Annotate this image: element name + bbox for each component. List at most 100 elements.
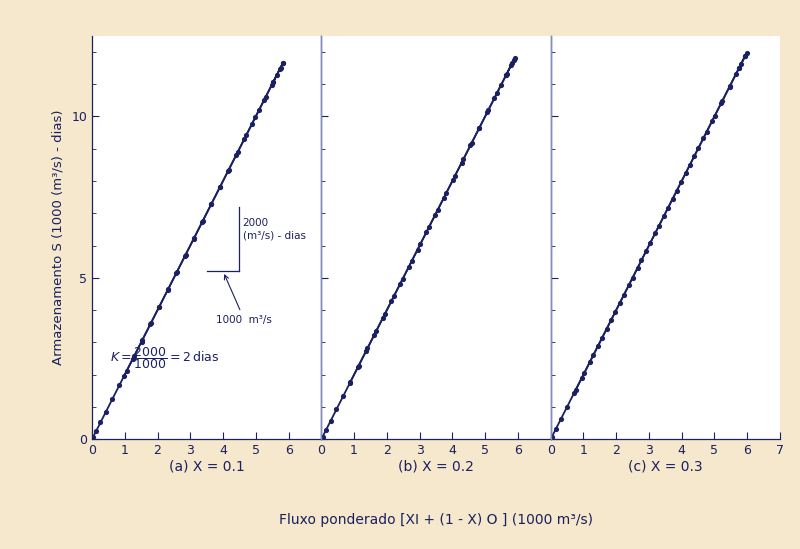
- Point: [473, 123, 486, 132]
- Point: [732, 64, 745, 73]
- Point: [440, 188, 453, 197]
- Point: [205, 199, 218, 208]
- Point: [144, 319, 157, 328]
- Point: [569, 386, 582, 395]
- Point: [457, 155, 470, 164]
- Point: [187, 234, 200, 243]
- Point: [405, 257, 418, 266]
- Point: [738, 52, 751, 60]
- Point: [238, 135, 250, 143]
- Point: [592, 341, 605, 350]
- Point: [99, 407, 112, 416]
- Point: [153, 302, 166, 311]
- Point: [315, 435, 328, 444]
- Point: [631, 264, 644, 272]
- Point: [266, 78, 279, 87]
- X-axis label: (c) X = 0.3: (c) X = 0.3: [628, 460, 702, 474]
- Point: [708, 111, 721, 120]
- Point: [126, 355, 139, 363]
- Point: [670, 187, 683, 195]
- Point: [230, 150, 242, 159]
- Point: [205, 200, 218, 209]
- Point: [640, 247, 653, 255]
- Point: [120, 367, 133, 376]
- Point: [622, 281, 635, 290]
- Text: Fluxo ponderado [XI + (1 - X) O ] (1000 m³/s): Fluxo ponderado [XI + (1 - X) O ] (1000 …: [279, 513, 593, 527]
- Point: [385, 296, 398, 305]
- Point: [626, 273, 639, 282]
- Point: [649, 229, 662, 238]
- Point: [86, 435, 98, 444]
- Point: [214, 183, 226, 192]
- Point: [266, 81, 278, 89]
- Point: [118, 372, 130, 381]
- Text: 1000  m³/s: 1000 m³/s: [217, 275, 272, 325]
- Point: [316, 433, 329, 441]
- Point: [276, 59, 289, 68]
- Point: [370, 327, 382, 335]
- Point: [422, 222, 435, 231]
- Point: [136, 335, 149, 344]
- Point: [324, 417, 337, 425]
- Point: [344, 377, 357, 386]
- Point: [481, 108, 494, 117]
- Point: [411, 245, 424, 254]
- Point: [578, 368, 590, 377]
- Point: [723, 82, 736, 91]
- Point: [90, 427, 102, 435]
- Point: [730, 70, 742, 79]
- Point: [188, 233, 201, 242]
- Point: [716, 97, 729, 105]
- Text: 2000
(m³/s) - dias: 2000 (m³/s) - dias: [242, 218, 306, 240]
- Text: $K = \dfrac{2000}{1000} = 2\,\mathrm{dias}$: $K = \dfrac{2000}{1000} = 2\,\mathrm{dia…: [110, 345, 219, 372]
- Point: [658, 211, 670, 220]
- Point: [644, 239, 657, 248]
- Point: [153, 302, 166, 311]
- Point: [420, 228, 433, 237]
- Point: [396, 274, 409, 283]
- Point: [653, 221, 666, 230]
- Point: [714, 99, 727, 108]
- Point: [490, 88, 503, 97]
- Point: [697, 134, 710, 143]
- Point: [135, 337, 148, 346]
- Point: [144, 320, 157, 328]
- Point: [605, 316, 618, 325]
- Point: [330, 405, 343, 414]
- Point: [499, 71, 512, 80]
- Y-axis label: Armazenamento S (1000 (m³/s) - dias): Armazenamento S (1000 (m³/s) - dias): [51, 110, 64, 365]
- Point: [700, 127, 713, 136]
- Point: [258, 96, 270, 104]
- Point: [706, 116, 718, 125]
- Point: [274, 63, 287, 72]
- Point: [738, 52, 751, 61]
- Point: [740, 49, 753, 58]
- Point: [464, 141, 477, 150]
- Point: [222, 165, 235, 174]
- Point: [387, 292, 400, 300]
- Point: [270, 71, 283, 80]
- Point: [449, 172, 462, 181]
- Point: [196, 217, 209, 226]
- Point: [505, 61, 518, 70]
- Point: [583, 357, 596, 366]
- Point: [723, 82, 736, 91]
- Point: [259, 92, 272, 101]
- Point: [361, 344, 374, 353]
- Point: [343, 379, 356, 388]
- Point: [568, 388, 581, 397]
- Point: [666, 194, 679, 203]
- Point: [508, 54, 521, 63]
- X-axis label: (a) X = 0.1: (a) X = 0.1: [169, 460, 245, 474]
- Point: [337, 392, 350, 401]
- Point: [679, 169, 692, 178]
- Point: [732, 64, 745, 73]
- Point: [455, 159, 468, 167]
- Point: [197, 216, 210, 225]
- Point: [499, 71, 512, 80]
- Point: [170, 268, 183, 277]
- Point: [266, 78, 279, 87]
- Point: [276, 59, 289, 68]
- Point: [482, 106, 494, 115]
- Point: [550, 425, 562, 434]
